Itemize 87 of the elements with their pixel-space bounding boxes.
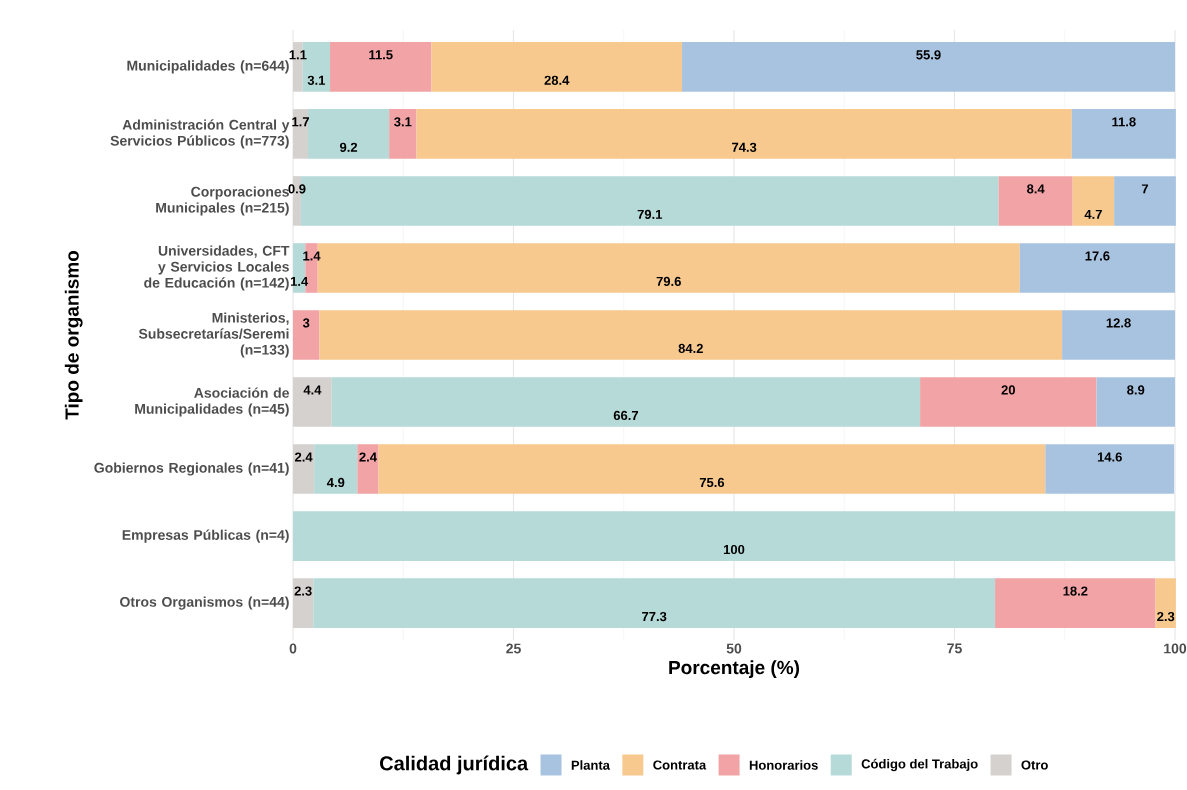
bar [1114, 176, 1176, 226]
bar [681, 42, 1175, 92]
data-label: 75.6 [699, 477, 725, 488]
bar [330, 42, 432, 92]
bar [998, 176, 1073, 226]
data-label: 100 [723, 544, 745, 555]
bar [378, 444, 1046, 494]
data-label: 2.4 [295, 452, 313, 462]
bar [1072, 176, 1115, 226]
bar [313, 578, 996, 628]
data-label: 4.4 [303, 385, 322, 395]
y-tick-label: Administración Central y Servicios Públicos (n=773) [110, 119, 290, 149]
data-label: 11.5 [369, 50, 393, 60]
data-label: 2.3 [1157, 611, 1175, 622]
legend-label: Contrata [653, 760, 707, 770]
bar [389, 109, 417, 159]
bar [319, 310, 1063, 360]
data-label: 17.6 [1085, 251, 1110, 261]
data-label: 12.8 [1106, 318, 1131, 328]
data-label: 14.6 [1097, 452, 1122, 462]
data-label: 2.4 [359, 452, 377, 462]
x-axis-title: Porcentaje (%) [669, 660, 800, 679]
data-label: 7 [1141, 184, 1149, 194]
y-tick-label: Universidades, CFT y Servicios Locales de Educación (n=142) [144, 245, 290, 291]
legend-label: Código del Trabajo [861, 758, 978, 772]
data-label: 1.7 [292, 117, 309, 127]
data-label: 1.4 [303, 251, 321, 261]
legend-title: Calidad jurídica [380, 755, 529, 775]
y-tick-label: Empresas Públicas (n=4) [122, 529, 289, 543]
data-label: 0.9 [288, 184, 306, 194]
bar [293, 578, 314, 628]
data-label: 3.1 [307, 75, 326, 85]
bar [920, 377, 1097, 427]
bar [308, 109, 390, 159]
data-label: 4.9 [326, 477, 345, 488]
y-tick-label: Corporaciones Municipales (n=215) [156, 186, 289, 216]
legend-label: Otro [1021, 760, 1048, 770]
data-label: 8.9 [1127, 385, 1145, 395]
x-tick-label: 75 [947, 643, 962, 654]
bar [357, 444, 379, 494]
data-label: 4.7 [1084, 209, 1102, 219]
bar [314, 444, 358, 494]
bar [331, 377, 921, 427]
bar [416, 109, 1072, 159]
y-tick-label: Ministerios, Subsecretarías/Seremi (n=133) [138, 312, 289, 358]
bar [1096, 377, 1175, 427]
y-axis-title: Tipo de organismo [64, 250, 83, 420]
y-tick-label: Asociación de Municipalidades (n=45) [135, 387, 289, 417]
data-label: 11.8 [1112, 117, 1136, 127]
x-tick-label: 100 [1164, 643, 1187, 654]
bar [1045, 444, 1175, 494]
data-label: 84.2 [678, 343, 703, 354]
data-label: 66.7 [613, 410, 639, 421]
bar [431, 42, 682, 92]
data-label: 3.1 [394, 117, 412, 127]
y-tick-label: Gobiernos Regionales (n=41) [94, 462, 289, 476]
data-label: 3 [302, 318, 310, 328]
data-label: 18.2 [1063, 586, 1088, 596]
data-label: 9.2 [339, 142, 358, 152]
data-label: 74.3 [732, 142, 757, 152]
legend-label: Planta [571, 760, 611, 770]
bar [293, 444, 315, 494]
y-tick-label: Otros Organismos (n=44) [120, 596, 289, 610]
data-label: 55.9 [916, 50, 941, 60]
data-label: 79.1 [637, 209, 663, 219]
data-label: 1.1 [289, 50, 307, 60]
bar [293, 109, 308, 159]
bar [1071, 109, 1176, 159]
data-label: 20 [1001, 385, 1015, 395]
data-label: 1.4 [290, 276, 309, 286]
x-tick-label: 25 [506, 643, 521, 654]
bar [1062, 310, 1175, 360]
data-label: 79.6 [656, 276, 681, 286]
bar [995, 578, 1156, 628]
legend-label: Honorarios [749, 760, 818, 770]
x-tick-label: 50 [726, 643, 742, 654]
x-tick-label: 0 [289, 643, 297, 654]
y-tick-label: Municipalidades (n=644) [127, 60, 289, 74]
bar [293, 377, 332, 427]
data-label: 2.3 [294, 586, 312, 596]
bar [1155, 578, 1176, 628]
bar [1019, 243, 1175, 293]
data-label: 77.3 [642, 611, 667, 622]
data-label: 8.4 [1027, 184, 1045, 194]
bar [293, 511, 1175, 561]
bar [293, 310, 320, 360]
data-label: 28.4 [544, 75, 570, 85]
